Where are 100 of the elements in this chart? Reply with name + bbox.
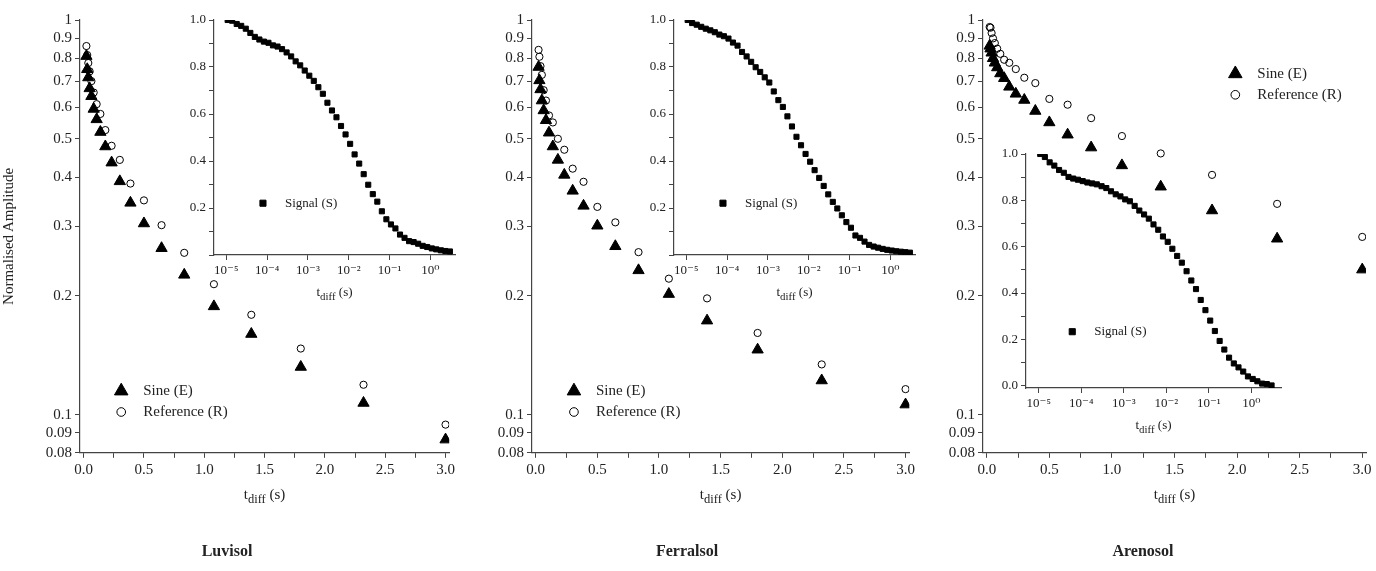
x-tick-label: 10⁻⁴ bbox=[714, 262, 740, 278]
legend-label: Signal (S) bbox=[744, 194, 798, 210]
x-tick-label: 3.0 bbox=[436, 460, 455, 477]
y-tick-label: 0.6 bbox=[649, 105, 667, 121]
y-tick-label: 0.8 bbox=[649, 58, 666, 74]
y-tick-label: 0.4 bbox=[53, 167, 73, 184]
x-tick-label: 10⁻⁴ bbox=[1069, 395, 1094, 411]
x-tick-label: 0.5 bbox=[587, 460, 607, 477]
text: Luvisol bbox=[201, 541, 253, 559]
x-tick-label: 10⁰ bbox=[1242, 395, 1261, 411]
y-tick-label: 0.9 bbox=[956, 28, 975, 45]
x-axis-title: t$_{diff}$ (s) bbox=[243, 485, 286, 507]
x-tick-label: 1.5 bbox=[1165, 460, 1184, 477]
y-tick-label: 0.2 bbox=[1001, 330, 1018, 346]
y-tick-label: 0.6 bbox=[956, 98, 976, 115]
y-tick-label: 0.1 bbox=[53, 405, 72, 422]
x-tick-label: 10⁻¹ bbox=[1196, 395, 1221, 411]
x-tick-label: 10⁻¹ bbox=[377, 262, 402, 278]
y-tick-label: 0.8 bbox=[53, 49, 72, 66]
y-tick-label: 0.8 bbox=[1001, 191, 1018, 207]
y-tick-label: 0.09 bbox=[45, 423, 72, 440]
x-tick-label: 10⁻⁵ bbox=[674, 262, 699, 278]
x-axis-title: t$_{diff}$ (s) bbox=[1135, 416, 1172, 435]
x-tick-label: 1.5 bbox=[255, 460, 274, 477]
x-tick-label: 10⁻² bbox=[796, 262, 821, 278]
y-tick-label: 0.08 bbox=[45, 443, 72, 460]
x-tick-label: 3.0 bbox=[896, 460, 915, 477]
x-tick-label: 10⁻⁴ bbox=[254, 262, 280, 278]
y-tick-label: 0.2 bbox=[53, 286, 72, 303]
x-tick-label: 2.0 bbox=[315, 460, 335, 477]
y-tick-label: 0.8 bbox=[956, 49, 975, 66]
y-tick-label: 0.8 bbox=[189, 58, 206, 74]
x-tick-label: 2.0 bbox=[772, 460, 792, 477]
y-tick-label: 0.09 bbox=[497, 423, 524, 440]
x-tick-label: 10⁻³ bbox=[756, 262, 780, 278]
y-tick-label: 0.4 bbox=[505, 167, 525, 184]
y-tick-label: 0.0 bbox=[1001, 377, 1018, 393]
y-tick-label: 1 bbox=[516, 10, 524, 27]
y-tick-label: 0.4 bbox=[189, 152, 207, 168]
y-tick-label: 0.5 bbox=[956, 129, 975, 146]
legend-label: Signal (S) bbox=[284, 194, 338, 210]
y-tick-label: 0.6 bbox=[189, 105, 207, 121]
y-tick-label: 1.0 bbox=[189, 11, 206, 27]
y-axis-title: Normalised Amplitude bbox=[0, 167, 16, 305]
y-tick-label: 0.3 bbox=[956, 217, 975, 234]
y-tick-label: 0.2 bbox=[189, 199, 206, 215]
x-tick-label: 10⁻³ bbox=[296, 262, 320, 278]
y-tick-label: 0.1 bbox=[505, 405, 524, 422]
x-tick-label: 0.0 bbox=[977, 460, 997, 477]
y-tick-label: 0.5 bbox=[53, 129, 72, 146]
x-tick-label: 2.0 bbox=[1227, 460, 1247, 477]
y-tick-label: 0.5 bbox=[505, 129, 524, 146]
y-tick-label: 0.4 bbox=[649, 152, 667, 168]
x-tick-label: 2.5 bbox=[375, 460, 395, 477]
y-tick-label: 0.08 bbox=[497, 443, 524, 460]
x-tick-label: 10⁻² bbox=[336, 262, 361, 278]
legend-label: Reference (R) bbox=[595, 402, 681, 420]
y-tick-label: 0.7 bbox=[956, 72, 976, 89]
y-tick-label: 0.08 bbox=[948, 443, 975, 460]
x-tick-label: 2.5 bbox=[834, 460, 854, 477]
legend-label: Signal (S) bbox=[1094, 323, 1147, 339]
legend-label: Reference (R) bbox=[1257, 85, 1342, 103]
y-tick-label: 0.8 bbox=[505, 49, 524, 66]
legend-label: Sine (E) bbox=[595, 381, 646, 399]
y-tick-label: 1.0 bbox=[649, 11, 666, 27]
y-tick-label: 0.7 bbox=[53, 72, 73, 89]
y-tick-label: 0.9 bbox=[505, 28, 524, 45]
x-tick-label: 10⁻¹ bbox=[837, 262, 862, 278]
y-tick-label: 0.2 bbox=[505, 286, 524, 303]
legend-label: Sine (E) bbox=[143, 381, 193, 399]
y-tick-label: 1.0 bbox=[1001, 145, 1018, 161]
y-tick-label: 0.6 bbox=[53, 98, 73, 115]
y-tick-label: 0.1 bbox=[956, 405, 975, 422]
y-tick-label: 1 bbox=[64, 10, 72, 27]
y-tick-label: 0.6 bbox=[1001, 238, 1019, 254]
legend-label: Reference (R) bbox=[143, 402, 228, 420]
y-tick-label: 0.2 bbox=[956, 286, 975, 303]
y-tick-label: 0.4 bbox=[1001, 284, 1019, 300]
y-tick-label: 0.9 bbox=[53, 28, 72, 45]
x-tick-label: 10⁻² bbox=[1154, 395, 1179, 411]
x-tick-label: 0.0 bbox=[526, 460, 546, 477]
x-tick-label: 1.0 bbox=[1102, 460, 1122, 477]
x-tick-label: 1.5 bbox=[711, 460, 730, 477]
y-tick-label: 0.3 bbox=[53, 217, 72, 234]
x-axis-title: t$_{diff}$ (s) bbox=[1153, 485, 1196, 507]
y-tick-label: 0.6 bbox=[505, 98, 525, 115]
x-tick-label: 10⁰ bbox=[881, 262, 900, 278]
y-tick-label: 0.2 bbox=[649, 199, 666, 215]
x-tick-label: 0.5 bbox=[1039, 460, 1059, 477]
x-axis-title: t$_{diff}$ (s) bbox=[776, 283, 813, 302]
y-tick-label: 0.7 bbox=[505, 72, 525, 89]
text: Ferralsol bbox=[655, 541, 719, 559]
y-tick-label: 1 bbox=[967, 10, 975, 27]
y-tick-label: 0.3 bbox=[505, 217, 524, 234]
x-tick-label: 10⁻³ bbox=[1111, 395, 1136, 411]
x-tick-label: 10⁻⁵ bbox=[214, 262, 239, 278]
x-tick-label: 3.0 bbox=[1352, 460, 1372, 477]
y-tick-label: 0.09 bbox=[948, 423, 975, 440]
y-tick-label: 0.4 bbox=[956, 167, 976, 184]
text: Arenosol bbox=[1112, 541, 1175, 559]
